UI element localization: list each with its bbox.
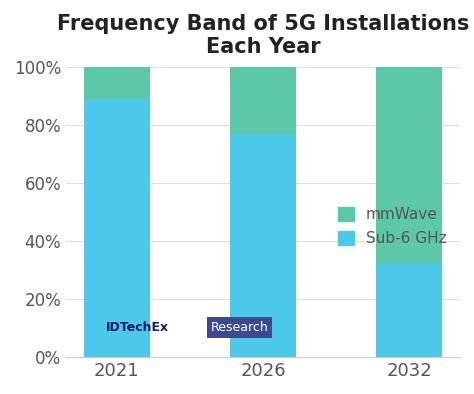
Title: Frequency Band of 5G Installations
Each Year: Frequency Band of 5G Installations Each … bbox=[57, 14, 469, 57]
Legend: mmWave, Sub-6 GHz: mmWave, Sub-6 GHz bbox=[332, 201, 453, 253]
Bar bbox=[230, 134, 296, 357]
Text: Research: Research bbox=[210, 321, 268, 334]
Bar bbox=[84, 99, 150, 357]
Bar bbox=[84, 67, 150, 99]
Bar bbox=[230, 67, 296, 134]
Bar bbox=[376, 67, 442, 264]
Bar bbox=[376, 264, 442, 357]
Text: IDTechEx: IDTechEx bbox=[105, 321, 168, 334]
